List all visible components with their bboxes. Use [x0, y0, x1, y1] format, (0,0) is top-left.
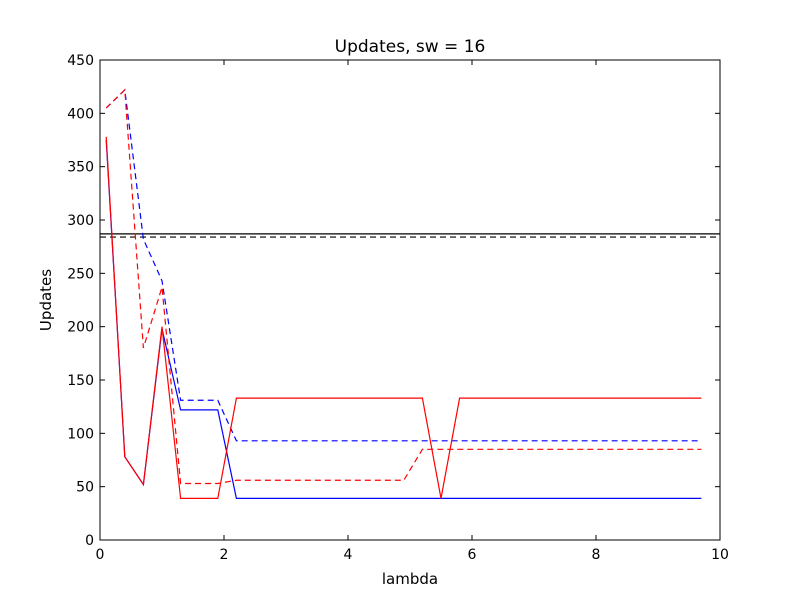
x-tick-label: 2 [220, 547, 229, 563]
series-line-2 [105, 88, 702, 442]
x-axis-label: lambda [382, 570, 438, 588]
x-tick-label: 0 [96, 547, 105, 563]
series-line-1 [105, 139, 702, 499]
y-tick-label: 200 [67, 320, 94, 336]
plot-frame [99, 59, 721, 541]
series-line-4 [105, 88, 702, 485]
y-tick-label: 350 [67, 160, 94, 176]
series-line-3 [105, 136, 702, 499]
chart-title: Updates, sw = 16 [335, 37, 486, 57]
y-tick-label: 0 [85, 533, 94, 549]
y-tick-label: 250 [67, 266, 94, 282]
y-axis-label: Updates [37, 269, 55, 331]
y-tick-label: 450 [67, 53, 94, 69]
y-tick-label: 300 [67, 213, 94, 229]
y-tick-label: 100 [67, 426, 94, 442]
x-tick-label: 8 [592, 547, 601, 563]
x-tick-label: 10 [711, 547, 729, 563]
plot-area [100, 88, 720, 499]
x-tick-label: 4 [344, 547, 353, 563]
y-tick-label: 50 [76, 480, 94, 496]
y-tick-label: 400 [67, 106, 94, 122]
y-tick-label: 150 [67, 373, 94, 389]
x-tick-label: 6 [468, 547, 477, 563]
